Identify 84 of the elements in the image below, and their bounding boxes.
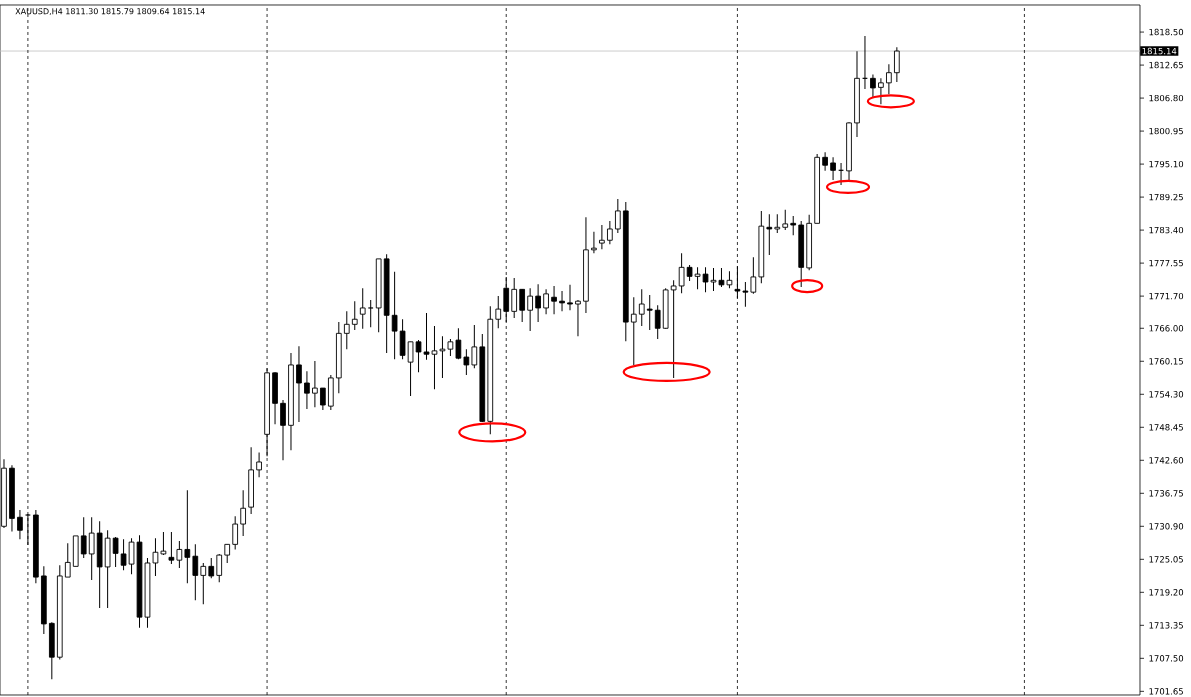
y-tick-label: 1725.05 xyxy=(1149,556,1183,563)
candlestick xyxy=(894,46,900,83)
candlestick xyxy=(455,327,462,360)
candlestick xyxy=(559,290,565,312)
y-tick-label: 1766.00 xyxy=(1149,325,1184,332)
y-tick-label: 1713.35 xyxy=(1149,622,1183,629)
candlestick xyxy=(343,310,350,350)
y-tick-label: 1783.40 xyxy=(1149,226,1184,234)
candlestick xyxy=(630,296,637,366)
y-tick-label: 1748.45 xyxy=(1149,424,1183,431)
candlestick xyxy=(359,287,366,330)
y-tick-label: 1812.65 xyxy=(1149,61,1183,69)
y-tick-label: 1754.30 xyxy=(1149,391,1184,398)
candlestick xyxy=(599,224,605,250)
y-tick-label: 1806.80 xyxy=(1149,94,1184,102)
candlestick xyxy=(192,543,199,601)
candlestick xyxy=(224,543,231,564)
candlestick xyxy=(774,213,781,234)
candlestick xyxy=(304,370,310,410)
candlestick xyxy=(742,281,749,308)
candlestick xyxy=(495,295,502,329)
candlestick xyxy=(670,279,677,379)
candlestick xyxy=(296,345,302,423)
candlestick xyxy=(216,553,223,583)
candlestick xyxy=(200,562,207,605)
candlestick xyxy=(519,288,526,323)
y-tick-label: 1800.95 xyxy=(1149,127,1183,135)
candlestick xyxy=(575,299,581,337)
candlestick xyxy=(790,215,797,236)
y-tick-label: 1818.50 xyxy=(1149,28,1184,36)
candlestick xyxy=(822,151,828,172)
candlestick xyxy=(232,515,239,550)
y-tick-label: 1730.90 xyxy=(1149,523,1184,530)
candlestick xyxy=(88,516,95,581)
candlestick xyxy=(750,256,757,295)
ref-line-label: 1815.14 xyxy=(1142,47,1177,55)
candlestick xyxy=(176,540,183,569)
candlestick xyxy=(312,360,318,408)
y-tick-label: 1789.25 xyxy=(1149,193,1183,201)
candlestick xyxy=(208,557,215,579)
candlestick xyxy=(280,399,286,461)
candlestick xyxy=(351,300,358,331)
y-tick-label: 1736.75 xyxy=(1149,490,1183,497)
candlestick xyxy=(535,283,541,323)
candlestick xyxy=(886,63,892,95)
candlestick xyxy=(240,489,246,537)
candlestick xyxy=(614,198,621,234)
candlestick xyxy=(830,156,836,181)
candlestick xyxy=(678,252,685,294)
candlestick xyxy=(870,73,876,98)
candlestick xyxy=(391,271,398,360)
candlestick xyxy=(184,489,191,584)
candlestick xyxy=(112,536,119,568)
y-tick-label: 1719.20 xyxy=(1149,589,1184,596)
candlestick xyxy=(511,277,518,319)
candlestick xyxy=(463,348,470,376)
candlestick xyxy=(543,288,549,315)
y-tick-label: 1795.10 xyxy=(1149,160,1184,168)
candlestick xyxy=(168,531,175,565)
candlestick xyxy=(654,304,661,340)
y-tick-label: 1760.15 xyxy=(1149,358,1183,365)
y-tick-label: 1742.60 xyxy=(1149,457,1184,464)
candlestick xyxy=(367,299,374,328)
y-tick-label: 1771.70 xyxy=(1149,292,1184,300)
candlestick xyxy=(607,220,613,245)
chart-title: XAUUSD,H4 1811.30 1815.79 1809.64 1815.14 xyxy=(15,8,205,16)
candlestick xyxy=(567,284,573,311)
candlestick xyxy=(64,542,71,578)
candlestick xyxy=(646,294,653,331)
y-tick-label: 1707.50 xyxy=(1149,655,1184,662)
candlestick xyxy=(766,213,773,256)
y-tick-label: 1777.55 xyxy=(1149,259,1183,267)
candlestick xyxy=(878,77,884,105)
candlestick xyxy=(320,387,326,411)
candlestick xyxy=(17,509,23,540)
candlestick xyxy=(782,209,789,231)
candlestick xyxy=(471,324,478,369)
candlestick xyxy=(551,285,557,315)
candlestick xyxy=(80,516,87,559)
candlestick xyxy=(527,287,533,332)
y-tick-label: 1701.65 xyxy=(1149,688,1183,695)
candlestick xyxy=(256,451,262,478)
candlestick xyxy=(638,288,645,327)
candlestick xyxy=(591,231,597,254)
